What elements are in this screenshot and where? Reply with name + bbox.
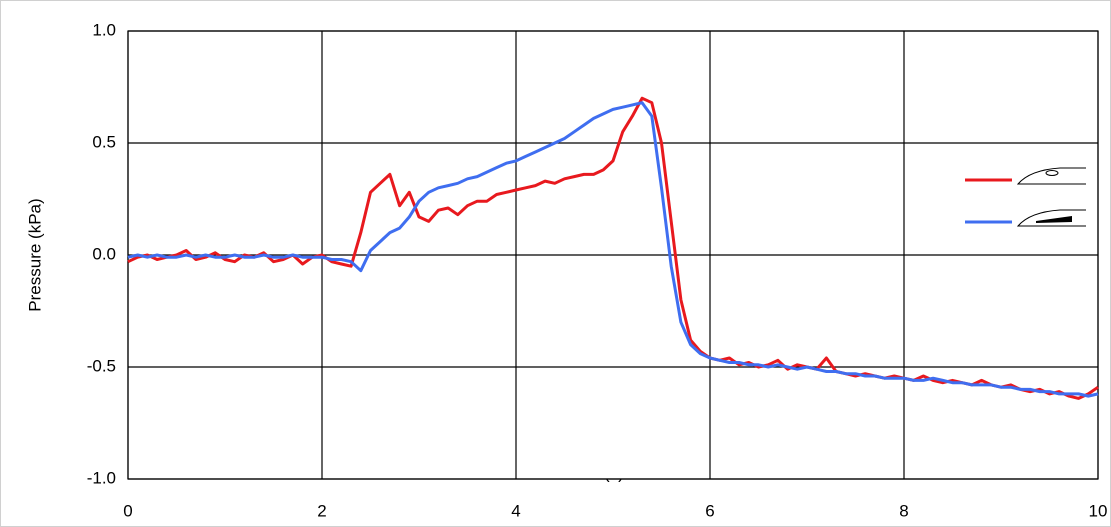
x-tick-label: 0 <box>123 501 132 520</box>
y-axis-title: Pressure (kPa) <box>25 198 44 311</box>
x-tick-label: 4 <box>511 501 520 520</box>
y-tick-label: 1.0 <box>92 20 116 39</box>
x-tick-label: 6 <box>705 501 714 520</box>
y-tick-label: 0.5 <box>92 132 116 151</box>
legend-train-icon <box>1016 167 1086 185</box>
legend-train-icon <box>1016 209 1086 227</box>
y-tick-label: -0.5 <box>87 356 116 375</box>
x-tick-label: 10 <box>1089 501 1108 520</box>
y-tick-label: 0.0 <box>92 244 116 263</box>
y-tick-label: -1.0 <box>87 468 116 487</box>
x-tick-label: 2 <box>317 501 326 520</box>
legend-window <box>1045 170 1059 176</box>
x-tick-label: 8 <box>899 501 908 520</box>
legend-window <box>1036 216 1072 223</box>
data-line <box>127 101 1099 398</box>
